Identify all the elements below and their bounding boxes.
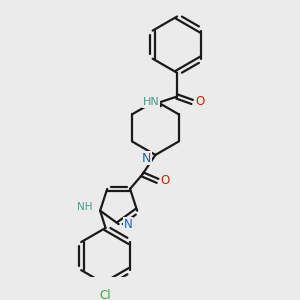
Text: N: N <box>124 218 133 231</box>
Text: NH: NH <box>77 202 93 212</box>
Text: N: N <box>142 152 152 165</box>
Text: O: O <box>195 95 204 108</box>
Text: Cl: Cl <box>100 289 111 300</box>
Text: O: O <box>160 174 170 188</box>
Text: HN: HN <box>143 97 160 107</box>
